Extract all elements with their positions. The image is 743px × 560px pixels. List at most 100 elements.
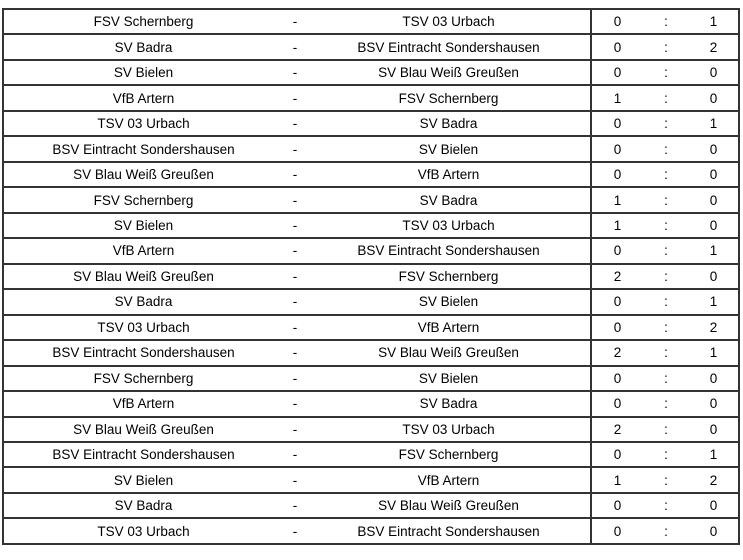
away-team-cell: SV Bielen	[307, 364, 591, 393]
away-score-cell: 0	[689, 135, 739, 163]
away-team-cell: BSV Eintracht Sondershausen	[307, 517, 591, 545]
away-team-cell: BSV Eintracht Sondershausen	[307, 33, 591, 61]
away-score-cell: 1	[689, 288, 739, 316]
score-colon: :	[643, 415, 689, 443]
home-team-cell: SV Blau Weiß Greußen	[3, 415, 283, 443]
home-score-cell: 0	[590, 33, 643, 61]
match-separator: -	[283, 313, 307, 342]
match-separator: -	[283, 339, 307, 367]
match-separator: -	[283, 135, 307, 163]
away-team-cell: SV Bielen	[307, 288, 591, 316]
match-separator: -	[283, 33, 307, 61]
home-team-cell: TSV 03 Urbach	[3, 313, 283, 342]
away-team-cell: FSV Schernberg	[307, 440, 591, 469]
score-colon: :	[643, 7, 689, 36]
home-score-cell: 0	[590, 491, 643, 520]
away-team-cell: FSV Schernberg	[307, 84, 591, 112]
home-score-cell: 0	[590, 109, 643, 138]
match-separator: -	[283, 211, 307, 240]
match-separator: -	[283, 58, 307, 87]
away-team-cell: VfB Artern	[307, 160, 591, 189]
home-score-cell: 2	[590, 415, 643, 443]
away-score-cell: 0	[689, 211, 739, 240]
score-colon: :	[643, 364, 689, 393]
home-score-cell: 1	[590, 211, 643, 240]
match-separator: -	[283, 491, 307, 520]
away-score-cell: 2	[689, 313, 739, 342]
home-score-cell: 0	[590, 313, 643, 342]
match-row: SV Blau Weiß Greußen - TSV 03 Urbach 2:0	[3, 415, 739, 443]
match-separator: -	[283, 440, 307, 469]
score-colon: :	[643, 237, 689, 265]
match-row: FSV Schernberg - SV Bielen 0:0	[3, 364, 739, 393]
home-team-cell: VfB Artern	[3, 84, 283, 112]
home-team-cell: BSV Eintracht Sondershausen	[3, 339, 283, 367]
match-separator: -	[283, 109, 307, 138]
away-score-cell: 1	[689, 339, 739, 367]
away-team-cell: TSV 03 Urbach	[307, 211, 591, 240]
match-row: SV Bielen - SV Blau Weiß Greußen 0:0	[3, 58, 739, 87]
match-row: TSV 03 Urbach - SV Badra 0:1	[3, 109, 739, 138]
match-row: BSV Eintracht Sondershausen - SV Bielen 0:0	[3, 135, 739, 163]
home-team-cell: TSV 03 Urbach	[3, 109, 283, 138]
home-team-cell: SV Blau Weiß Greußen	[3, 160, 283, 189]
home-score-cell: 0	[590, 288, 643, 316]
away-score-cell: 1	[689, 237, 739, 265]
match-separator: -	[283, 517, 307, 545]
match-separator: -	[283, 237, 307, 265]
home-score-cell: 0	[590, 364, 643, 393]
match-row: TSV 03 Urbach - VfB Artern 0:2	[3, 313, 739, 342]
home-team-cell: SV Blau Weiß Greußen	[3, 262, 283, 291]
away-score-cell: 0	[689, 160, 739, 189]
match-row: BSV Eintracht Sondershausen - FSV Schernbe…	[3, 440, 739, 469]
home-team-cell: SV Bielen	[3, 211, 283, 240]
away-score-cell: 0	[689, 58, 739, 87]
away-team-cell: TSV 03 Urbach	[307, 415, 591, 443]
match-separator: -	[283, 186, 307, 214]
home-score-cell: 2	[590, 262, 643, 291]
score-colon: :	[643, 109, 689, 138]
away-team-cell: VfB Artern	[307, 313, 591, 342]
match-row: VfB Artern - BSV Eintracht Sondershausen 0:…	[3, 237, 739, 265]
away-team-cell: BSV Eintracht Sondershausen	[307, 237, 591, 265]
score-colon: :	[643, 313, 689, 342]
home-score-cell: 0	[590, 7, 643, 36]
score-colon: :	[643, 390, 689, 418]
results-table-body: FSV Schernberg - TSV 03 Urbach 0:1 SV Badra -…	[3, 7, 739, 545]
away-score-cell: 0	[689, 491, 739, 520]
home-team-cell: VfB Artern	[3, 390, 283, 418]
home-team-cell: SV Badra	[3, 288, 283, 316]
away-score-cell: 0	[689, 415, 739, 443]
score-colon: :	[643, 491, 689, 520]
home-team-cell: VfB Artern	[3, 237, 283, 265]
score-colon: :	[643, 84, 689, 112]
home-score-cell: 0	[590, 517, 643, 545]
match-row: BSV Eintracht Sondershausen - SV Blau Weiß…	[3, 339, 739, 367]
away-team-cell: SV Bielen	[307, 135, 591, 163]
away-score-cell: 0	[689, 84, 739, 112]
match-separator: -	[283, 466, 307, 494]
away-score-cell: 0	[689, 517, 739, 545]
match-row: SV Badra - BSV Eintracht Sondershausen 0:2	[3, 33, 739, 61]
away-score-cell: 0	[689, 390, 739, 418]
away-team-cell: TSV 03 Urbach	[307, 7, 591, 36]
home-team-cell: SV Badra	[3, 33, 283, 61]
match-separator: -	[283, 262, 307, 291]
match-separator: -	[283, 364, 307, 393]
score-colon: :	[643, 160, 689, 189]
home-score-cell: 0	[590, 58, 643, 87]
away-score-cell: 0	[689, 186, 739, 214]
score-colon: :	[643, 33, 689, 61]
score-colon: :	[643, 211, 689, 240]
away-score-cell: 2	[689, 33, 739, 61]
away-score-cell: 1	[689, 440, 739, 469]
score-colon: :	[643, 339, 689, 367]
match-row: SV Badra - SV Bielen 0:1	[3, 288, 739, 316]
match-row: FSV Schernberg - TSV 03 Urbach 0:1	[3, 7, 739, 36]
away-team-cell: SV Badra	[307, 109, 591, 138]
match-row: SV Bielen - TSV 03 Urbach 1:0	[3, 211, 739, 240]
score-colon: :	[643, 262, 689, 291]
away-team-cell: VfB Artern	[307, 466, 591, 494]
away-score-cell: 0	[689, 364, 739, 393]
